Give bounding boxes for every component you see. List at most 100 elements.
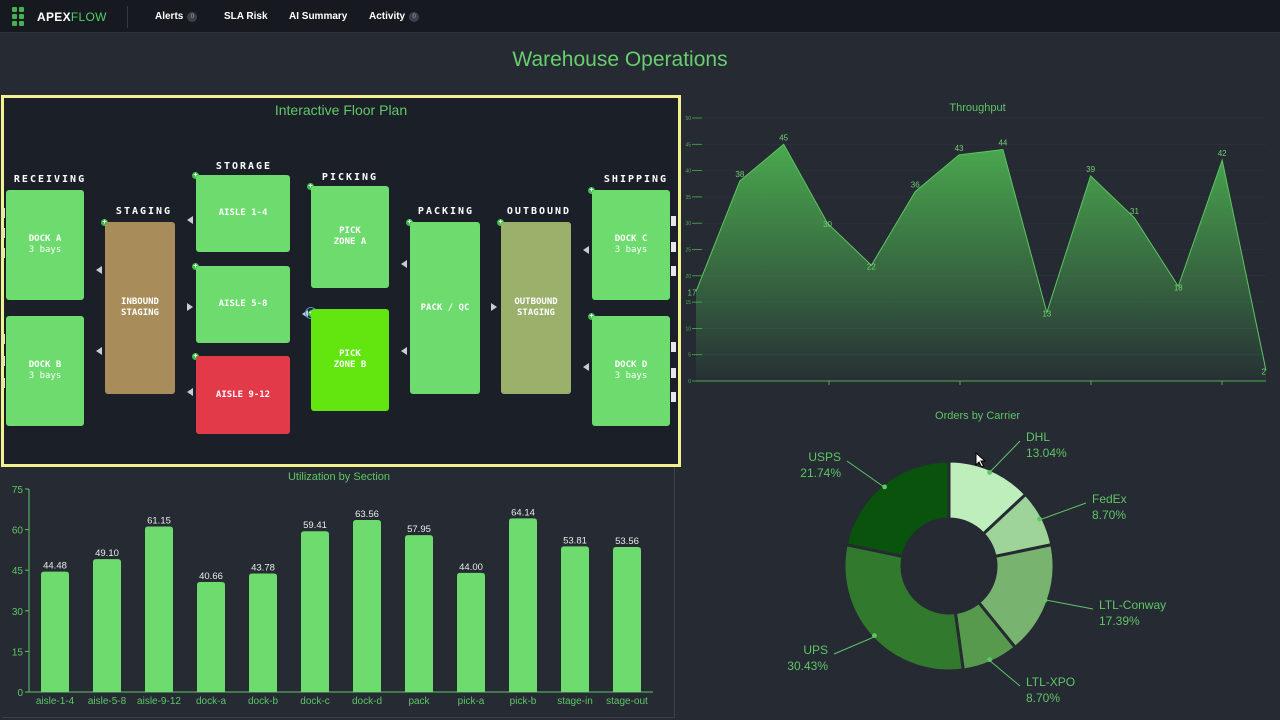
bar-value-label: 63.56 <box>355 509 379 520</box>
y-tick-label: 60 <box>12 526 24 537</box>
add-zone-icon[interactable]: + <box>101 219 108 226</box>
zone-pick-zone-a-label: PICK ZONE A <box>333 226 367 247</box>
flow-arrow-icon <box>187 303 193 311</box>
flow-arrow-icon <box>401 260 407 268</box>
nav-divider <box>127 6 128 28</box>
slice-percent-label: 13.04% <box>1026 446 1067 460</box>
floor-plan-title: Interactive Floor Plan <box>274 102 408 118</box>
section-label-storage: STORAGE <box>215 161 273 172</box>
bar <box>405 535 433 692</box>
slice-leader-line <box>988 440 1021 474</box>
slice-leader-line <box>846 460 885 488</box>
data-point-label: 17 <box>688 289 697 298</box>
dock-d-bay-marker <box>671 342 676 352</box>
add-zone-icon[interactable]: + <box>406 219 413 226</box>
section-label-packing: PACKING <box>417 206 475 217</box>
dock-d-bay-marker <box>671 368 676 378</box>
utilization-bar-chart: 0 15 30 45 60 75 44.48 aisle-1-4 49.10 aisle-5-8 6… <box>12 485 653 707</box>
bar-value-label: 44.48 <box>43 561 67 572</box>
bar <box>509 518 537 692</box>
zone-pick-zone-b[interactable]: PICK ZONE B <box>311 309 389 411</box>
zone-pick-zone-a[interactable]: PICK ZONE A <box>311 186 389 288</box>
zone-aisle-5-8-label: AISLE 5-8 <box>218 299 268 309</box>
y-tick-label: 35 <box>685 195 691 201</box>
slice-anchor-dot <box>1037 516 1042 522</box>
x-tick-label: stage-out <box>606 696 648 707</box>
bar <box>613 547 641 692</box>
carrier-donut-chart: DHL 13.04% FedEx 8.70% LTL-Conway 17.39% LTL-X… <box>787 430 1166 705</box>
add-zone-icon[interactable]: + <box>588 313 595 320</box>
nav-ai-summary[interactable]: AI Summary <box>289 11 347 22</box>
data-point-label: 30 <box>823 220 832 229</box>
brand-name[interactable]: APEXFLOW <box>37 10 107 24</box>
slice-name-label: LTL-XPO <box>1026 675 1075 689</box>
bar <box>457 572 485 692</box>
zone-outbound-staging[interactable]: OUTBOUND STAGING <box>501 222 571 394</box>
slice-name-label: DHL <box>1026 430 1050 444</box>
brand-name-light: FLOW <box>70 10 107 24</box>
slice-percent-label: 30.43% <box>787 659 828 673</box>
y-tick-label: 50 <box>685 116 691 122</box>
throughput-area-fill <box>696 144 1266 381</box>
data-point-label: 22 <box>867 262 876 271</box>
zone-inbound-staging[interactable]: INBOUND STAGING <box>105 222 175 394</box>
x-tick-label: aisle-9-12 <box>137 696 181 707</box>
donut-slice <box>844 459 951 559</box>
slice-percent-label: 21.74% <box>800 466 841 480</box>
x-tick-label: pack <box>408 696 430 707</box>
bar-value-label: 40.66 <box>199 571 223 582</box>
data-point-label: 44 <box>998 139 1007 148</box>
y-tick-label: 75 <box>12 485 24 496</box>
add-zone-icon[interactable]: + <box>192 353 199 360</box>
dock-b-bay-marker <box>1 378 5 388</box>
zone-aisle-1-4-label: AISLE 1-4 <box>218 208 268 218</box>
zone-aisle-1-4[interactable]: AISLE 1-4 <box>196 175 290 252</box>
add-zone-icon[interactable]: + <box>497 219 504 226</box>
nav-alerts[interactable]: Alerts 0 <box>155 11 198 22</box>
bar-value-label: 64.14 <box>511 507 535 518</box>
zone-pack-qc[interactable]: PACK / QC <box>410 222 480 394</box>
slice-leader-line <box>1045 599 1094 610</box>
add-zone-icon[interactable]: + <box>307 183 314 190</box>
x-tick-label: aisle-5-8 <box>88 696 127 707</box>
zone-dock-b-label: DOCK B <box>28 360 62 370</box>
data-point-label: 42 <box>1218 149 1227 158</box>
y-tick-label: 30 <box>12 607 24 618</box>
x-tick-label: pick-b <box>510 696 537 707</box>
slice-anchor-dot <box>882 484 888 490</box>
x-tick-label: dock-c <box>300 696 329 707</box>
x-tick-label: dock-d <box>352 696 382 707</box>
add-zone-icon[interactable]: + <box>588 187 595 194</box>
zone-dock-d-bays: 3 bays <box>614 371 648 381</box>
zone-aisle-9-12[interactable]: AISLE 9-12 <box>196 356 290 434</box>
bar-value-label: 61.15 <box>147 515 171 526</box>
dock-d-bay-marker <box>671 392 676 402</box>
zone-aisle-5-8[interactable]: AISLE 5-8 <box>196 266 290 343</box>
add-zone-icon[interactable]: + <box>192 172 199 179</box>
y-tick-label: 5 <box>688 353 691 359</box>
nav-sla-risk[interactable]: SLA Risk <box>224 11 268 22</box>
slice-anchor-dot <box>872 633 877 639</box>
dock-a-bay-marker <box>1 248 5 258</box>
y-tick-label: 30 <box>685 221 691 227</box>
data-point-label: 38 <box>735 170 744 179</box>
x-tick-label: pick-a <box>458 696 485 707</box>
zone-dock-c-label: DOCK C <box>614 234 648 244</box>
page-title: Warehouse Operations <box>512 48 728 71</box>
nav-activity[interactable]: Activity 0 <box>369 11 420 22</box>
y-tick-label: 25 <box>685 248 691 254</box>
y-tick-label: 15 <box>685 300 691 306</box>
add-zone-icon[interactable]: + <box>192 263 199 270</box>
x-tick-label: dock-b <box>248 696 278 707</box>
data-point-label: 18 <box>1174 283 1183 292</box>
top-nav-bar: APEXFLOW Alerts 0 SLA Risk AI Summary Act… <box>0 0 1280 33</box>
bar <box>145 526 173 692</box>
section-label-shipping: SHIPPING <box>603 174 669 185</box>
y-tick-label: 0 <box>17 688 23 699</box>
bar-value-label: 44.00 <box>459 562 483 573</box>
zone-dock-c-bays: 3 bays <box>614 245 648 255</box>
